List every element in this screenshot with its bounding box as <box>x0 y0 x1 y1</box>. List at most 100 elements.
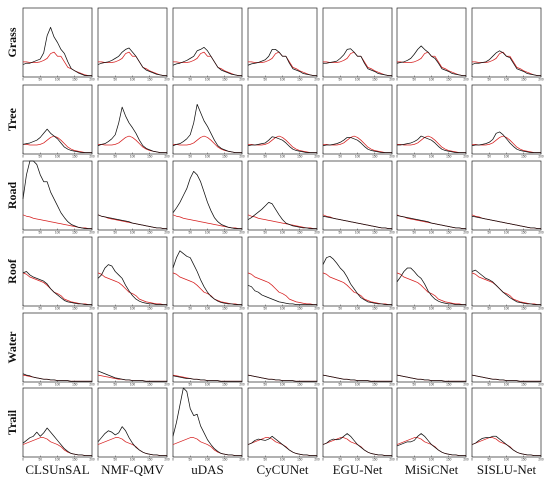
estimated-spectrum-line <box>22 427 92 456</box>
x-tick-label: 50 <box>38 458 42 462</box>
estimated-spectrum-line <box>471 374 541 382</box>
x-tick-label: 50 <box>263 307 267 311</box>
estimated-spectrum-line <box>247 374 317 382</box>
panel-frame <box>322 312 393 383</box>
x-tick-label: 100 <box>205 155 211 159</box>
x-tick-label: 150 <box>446 307 452 311</box>
panel-frame <box>172 7 243 78</box>
panel-water-clsunsal: 0 50 100 150 200 <box>22 312 95 387</box>
x-tick-label: 150 <box>147 231 153 235</box>
x-tick-label: 50 <box>263 78 267 82</box>
x-tick-label: 0 <box>471 307 473 311</box>
column-label-clsunsal: CLSUnSAL <box>25 462 89 477</box>
x-tick-label: 0 <box>172 383 174 387</box>
panel-grass-cycunet: 0 50 100 150 200 <box>247 7 320 82</box>
column-labels-layer: CLSUnSAL NMF-QMV uDAS CyCUNet EGU-Net MiSiCNe… <box>25 462 536 477</box>
estimated-spectrum-line <box>172 250 242 305</box>
panel-grass-nmf-qmv: 0 50 100 150 200 <box>97 7 170 82</box>
estimated-spectrum-line <box>471 50 541 76</box>
x-tick-label: 0 <box>22 383 24 387</box>
x-tick-label: 50 <box>487 307 491 311</box>
x-tick-label: 50 <box>412 307 416 311</box>
x-tick-label: 50 <box>487 383 491 387</box>
estimated-spectrum-line <box>22 373 92 382</box>
panel-roof-misicnet: 0 50 100 150 200 <box>396 236 469 311</box>
x-tick-label: 0 <box>471 78 473 82</box>
x-tick-label: 0 <box>322 155 324 159</box>
row-label-road: Road <box>5 182 19 210</box>
x-tick-label: 150 <box>72 458 78 462</box>
x-tick-label: 200 <box>389 458 395 462</box>
row-labels-layer: Grass Tree Road Roof Water Trail <box>5 27 19 435</box>
x-tick-label: 150 <box>297 458 303 462</box>
x-tick-label: 0 <box>247 78 249 82</box>
x-tick-label: 50 <box>113 307 117 311</box>
x-tick-label: 100 <box>55 231 61 235</box>
x-tick-label: 200 <box>314 231 320 235</box>
panel-road-nmf-qmv: 0 50 100 150 200 <box>97 160 170 235</box>
x-tick-label: 100 <box>280 307 286 311</box>
row-label-roof: Roof <box>5 258 19 284</box>
x-tick-label: 0 <box>97 307 99 311</box>
panel-water-sislu-net: 0 50 100 150 200 <box>471 312 544 387</box>
estimated-spectrum-line <box>97 106 167 153</box>
x-tick-label: 50 <box>38 78 42 82</box>
x-tick-label: 50 <box>38 383 42 387</box>
x-tick-label: 50 <box>338 383 342 387</box>
x-tick-label: 100 <box>280 458 286 462</box>
x-tick-label: 50 <box>487 155 491 159</box>
column-label-sislu-net: SISLU-Net <box>477 462 537 477</box>
x-tick-label: 100 <box>504 231 510 235</box>
panel-frame <box>322 236 393 307</box>
x-tick-label: 100 <box>205 231 211 235</box>
x-tick-label: 50 <box>412 458 416 462</box>
x-tick-label: 200 <box>89 78 95 82</box>
estimated-spectrum-line <box>22 271 92 305</box>
column-label-nmf-qmv: NMF-QMV <box>101 462 164 477</box>
x-tick-label: 0 <box>247 307 249 311</box>
panel-frame <box>247 7 318 78</box>
panel-roof-egu-net: 0 50 100 150 200 <box>322 236 395 311</box>
x-tick-label: 0 <box>322 231 324 235</box>
estimated-spectrum-line <box>323 48 392 76</box>
x-tick-label: 150 <box>72 155 78 159</box>
x-tick-label: 200 <box>463 78 469 82</box>
panel-water-nmf-qmv: 0 50 100 150 200 <box>97 312 170 387</box>
estimated-spectrum-line <box>172 46 242 76</box>
reference-spectrum-line <box>23 135 92 153</box>
column-label-misicnet: MiSiCNet <box>405 462 459 477</box>
panel-frame <box>396 160 467 231</box>
panel-water-cycunet: 0 50 100 150 200 <box>247 312 320 387</box>
reference-spectrum-line <box>248 135 317 153</box>
x-tick-label: 100 <box>280 231 286 235</box>
panel-trail-egu-net: 0 50 100 150 200 <box>322 387 395 462</box>
reference-spectrum-line <box>323 135 392 153</box>
estimated-spectrum-line <box>471 131 541 153</box>
x-tick-label: 0 <box>172 458 174 462</box>
x-tick-label: 150 <box>297 78 303 82</box>
x-tick-label: 200 <box>538 383 544 387</box>
estimated-spectrum-line <box>247 435 317 456</box>
x-tick-label: 50 <box>113 155 117 159</box>
panel-water-udas: 0 50 100 150 200 <box>172 312 245 387</box>
panel-frame <box>471 312 542 383</box>
panel-grass-misicnet: 0 50 100 150 200 <box>396 7 469 82</box>
x-tick-label: 150 <box>446 78 452 82</box>
x-tick-label: 100 <box>355 307 361 311</box>
estimated-spectrum-line <box>172 375 242 382</box>
estimated-spectrum-line <box>172 170 242 229</box>
x-tick-label: 50 <box>113 231 117 235</box>
x-tick-label: 150 <box>446 231 452 235</box>
reference-spectrum-line <box>397 135 466 153</box>
x-tick-label: 200 <box>538 307 544 311</box>
panel-trail-sislu-net: 0 50 100 150 200 <box>471 387 544 462</box>
x-tick-label: 0 <box>97 231 99 235</box>
estimated-spectrum-line <box>247 49 317 76</box>
x-tick-label: 0 <box>22 155 24 159</box>
estimated-spectrum-line <box>396 433 466 456</box>
x-tick-label: 150 <box>521 78 527 82</box>
x-tick-label: 200 <box>89 231 95 235</box>
x-tick-label: 200 <box>463 307 469 311</box>
estimated-spectrum-line <box>247 136 317 153</box>
panel-frame <box>396 387 467 458</box>
